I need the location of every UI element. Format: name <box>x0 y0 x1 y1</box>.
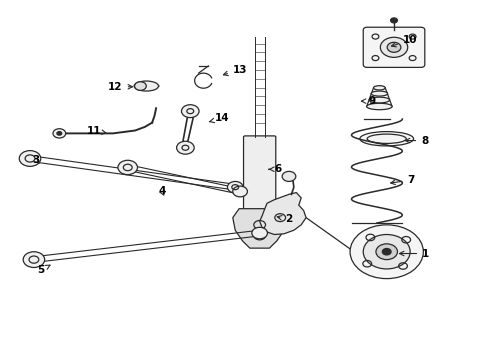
Circle shape <box>391 18 397 23</box>
Text: 1: 1 <box>399 248 429 258</box>
Text: 10: 10 <box>392 35 417 47</box>
Text: 9: 9 <box>362 96 376 106</box>
Ellipse shape <box>369 97 390 103</box>
Ellipse shape <box>373 86 385 90</box>
Circle shape <box>380 37 408 57</box>
Circle shape <box>382 248 391 255</box>
Ellipse shape <box>134 81 159 91</box>
Text: 8: 8 <box>405 136 428 145</box>
Circle shape <box>363 234 410 269</box>
Circle shape <box>53 129 66 138</box>
Circle shape <box>233 186 247 197</box>
Text: 6: 6 <box>269 164 282 174</box>
FancyBboxPatch shape <box>363 27 425 67</box>
Text: 13: 13 <box>223 64 247 76</box>
Circle shape <box>252 227 268 239</box>
Circle shape <box>57 132 62 135</box>
Text: 5: 5 <box>37 265 50 275</box>
Polygon shape <box>260 193 306 234</box>
Text: 12: 12 <box>108 82 132 92</box>
FancyBboxPatch shape <box>244 136 276 210</box>
Circle shape <box>181 105 199 118</box>
Circle shape <box>19 150 41 166</box>
Text: 7: 7 <box>391 175 415 185</box>
Text: 4: 4 <box>158 186 166 197</box>
Circle shape <box>23 252 45 267</box>
Ellipse shape <box>360 132 414 146</box>
Polygon shape <box>233 209 287 248</box>
Text: 3: 3 <box>32 155 40 165</box>
Circle shape <box>227 181 243 193</box>
Text: 11: 11 <box>87 126 106 135</box>
Text: 14: 14 <box>210 113 230 123</box>
Ellipse shape <box>371 91 388 96</box>
Circle shape <box>118 160 138 175</box>
Ellipse shape <box>367 103 392 110</box>
Circle shape <box>176 141 194 154</box>
Circle shape <box>387 42 401 52</box>
Circle shape <box>350 225 423 279</box>
Ellipse shape <box>135 82 147 90</box>
Circle shape <box>376 244 397 260</box>
Circle shape <box>282 171 296 181</box>
Text: 2: 2 <box>277 215 293 224</box>
